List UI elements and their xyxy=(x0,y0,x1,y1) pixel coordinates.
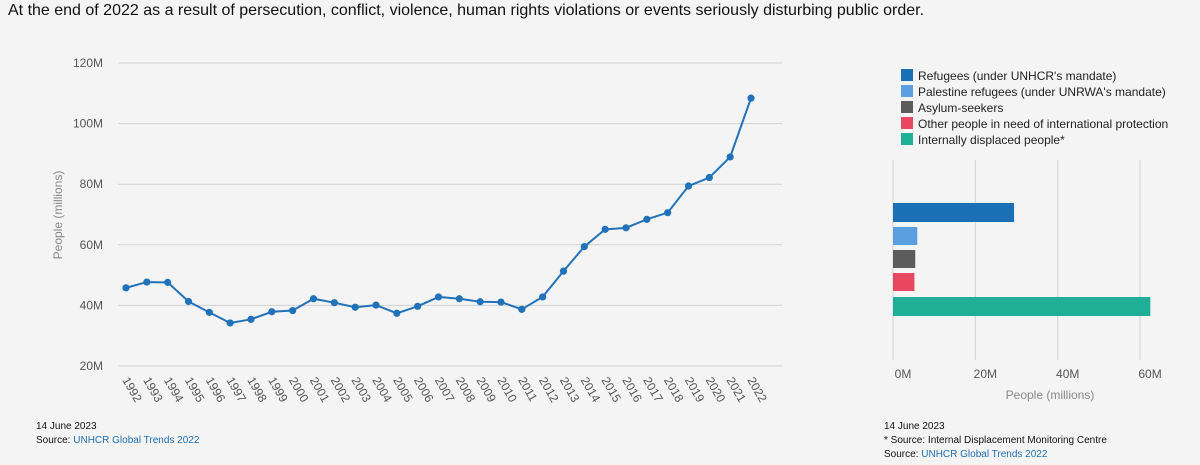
line-chart-y-tick-label: 40M xyxy=(80,298,103,312)
footer-left-source: Source: UNHCR Global Trends 2022 xyxy=(36,434,199,448)
line-chart-y-ticks: 20M 40M 60M 80M 100M 120M xyxy=(73,56,103,373)
line-chart-point[interactable] xyxy=(184,297,193,306)
line-chart-point[interactable] xyxy=(455,295,463,303)
line-chart-gridlines xyxy=(118,62,782,367)
line-chart-y-tick-label: 80M xyxy=(80,177,103,191)
line-chart-point[interactable] xyxy=(643,215,651,223)
footer-left-source-link[interactable]: UNHCR Global Trends 2022 xyxy=(73,435,200,446)
line-chart-point[interactable] xyxy=(497,298,505,306)
bar-chart-x-ticks: 0M 20M 40M 60M xyxy=(895,367,1162,381)
line-chart-y-tick-label: 20M xyxy=(80,359,103,373)
line-chart-point[interactable] xyxy=(164,278,172,286)
footer-left: 14 June 2023 Source: UNHCR Global Trends… xyxy=(36,420,199,448)
bar-chart-x-axis-label: People (millions) xyxy=(1006,388,1095,402)
bar-chart-x-tick-label: 20M xyxy=(974,367,997,381)
line-chart-point[interactable] xyxy=(747,94,755,102)
line-chart-points xyxy=(122,94,755,327)
line-chart-point[interactable] xyxy=(143,278,151,286)
line-chart-point[interactable] xyxy=(247,315,255,323)
line-chart-point[interactable] xyxy=(122,284,130,292)
line-chart-point[interactable] xyxy=(476,298,484,306)
legend-swatch xyxy=(901,133,913,145)
line-chart-point[interactable] xyxy=(684,182,693,190)
line-chart-point[interactable] xyxy=(226,319,234,327)
line-chart-point[interactable] xyxy=(664,209,672,217)
footer-right-source-label: Source: xyxy=(884,449,919,460)
line-chart-point[interactable] xyxy=(518,305,526,313)
legend-label: Asylum-seekers xyxy=(918,101,1003,115)
legend-label: Palestine refugees (under UNRWA's mandat… xyxy=(918,85,1166,99)
legend-swatch xyxy=(901,85,913,97)
footer-left-source-label: Source: xyxy=(36,435,71,446)
line-chart-point[interactable] xyxy=(372,301,380,309)
footer-right: 14 June 2023 * Source: Internal Displace… xyxy=(884,420,1107,462)
legend-swatch xyxy=(901,117,913,129)
bar-chart-x-tick-label: 40M xyxy=(1056,367,1079,381)
line-chart-y-tick-label: 120M xyxy=(73,56,103,70)
line-chart-point[interactable] xyxy=(559,267,568,275)
bar[interactable] xyxy=(893,227,918,245)
line-chart-point[interactable] xyxy=(539,293,547,301)
line-chart-point[interactable] xyxy=(580,243,588,251)
line-chart-point[interactable] xyxy=(351,303,359,311)
footer-right-date: 14 June 2023 xyxy=(884,421,945,432)
legend-label: Refugees (under UNHCR's mandate) xyxy=(918,69,1116,83)
bar-chart-gridlines xyxy=(892,160,1141,360)
line-chart-point[interactable] xyxy=(393,309,401,317)
line-chart-point[interactable] xyxy=(268,308,276,316)
line-chart-point[interactable] xyxy=(726,153,734,161)
line-chart-y-axis-label: People (millions) xyxy=(51,171,65,260)
bar[interactable] xyxy=(893,250,916,268)
legend-label: Other people in need of international pr… xyxy=(918,117,1168,131)
bar-chart-x-tick-label: 0M xyxy=(895,367,912,381)
line-chart-point[interactable] xyxy=(622,224,630,232)
line-chart-point[interactable] xyxy=(330,299,338,307)
line-chart-point[interactable] xyxy=(434,293,443,301)
line-chart-point[interactable] xyxy=(309,295,318,303)
headline: At the end of 2022 as a result of persec… xyxy=(8,2,925,19)
bar[interactable] xyxy=(893,273,915,291)
line-chart-point[interactable] xyxy=(289,306,297,315)
bar-chart-x-tick-label: 60M xyxy=(1138,367,1161,381)
bar[interactable] xyxy=(893,297,1151,316)
footer-right-source-link[interactable]: UNHCR Global Trends 2022 xyxy=(921,449,1048,460)
bar-chart-legend: Refugees (under UNHCR's mandate) Palestin… xyxy=(901,69,1168,147)
bar[interactable] xyxy=(893,203,1015,222)
line-chart-y-tick-label: 100M xyxy=(73,117,103,131)
bar-chart: Refugees (under UNHCR's mandate) Palestin… xyxy=(892,69,1168,402)
line-chart-point[interactable] xyxy=(205,308,213,316)
bar-chart-bars xyxy=(893,203,1151,316)
footer-right-note: * Source: Internal Displacement Monitori… xyxy=(884,435,1107,446)
line-chart-point[interactable] xyxy=(414,302,422,310)
legend-label: Internally displaced people* xyxy=(918,133,1065,147)
footer-right-source: Source: UNHCR Global Trends 2022 xyxy=(884,448,1107,462)
legend-swatch xyxy=(901,69,913,81)
line-chart-point[interactable] xyxy=(601,225,609,233)
line-chart-y-tick-label: 60M xyxy=(80,238,103,252)
line-chart-point[interactable] xyxy=(705,173,713,182)
footer-left-date: 14 June 2023 xyxy=(36,421,97,432)
legend-swatch xyxy=(901,101,913,113)
